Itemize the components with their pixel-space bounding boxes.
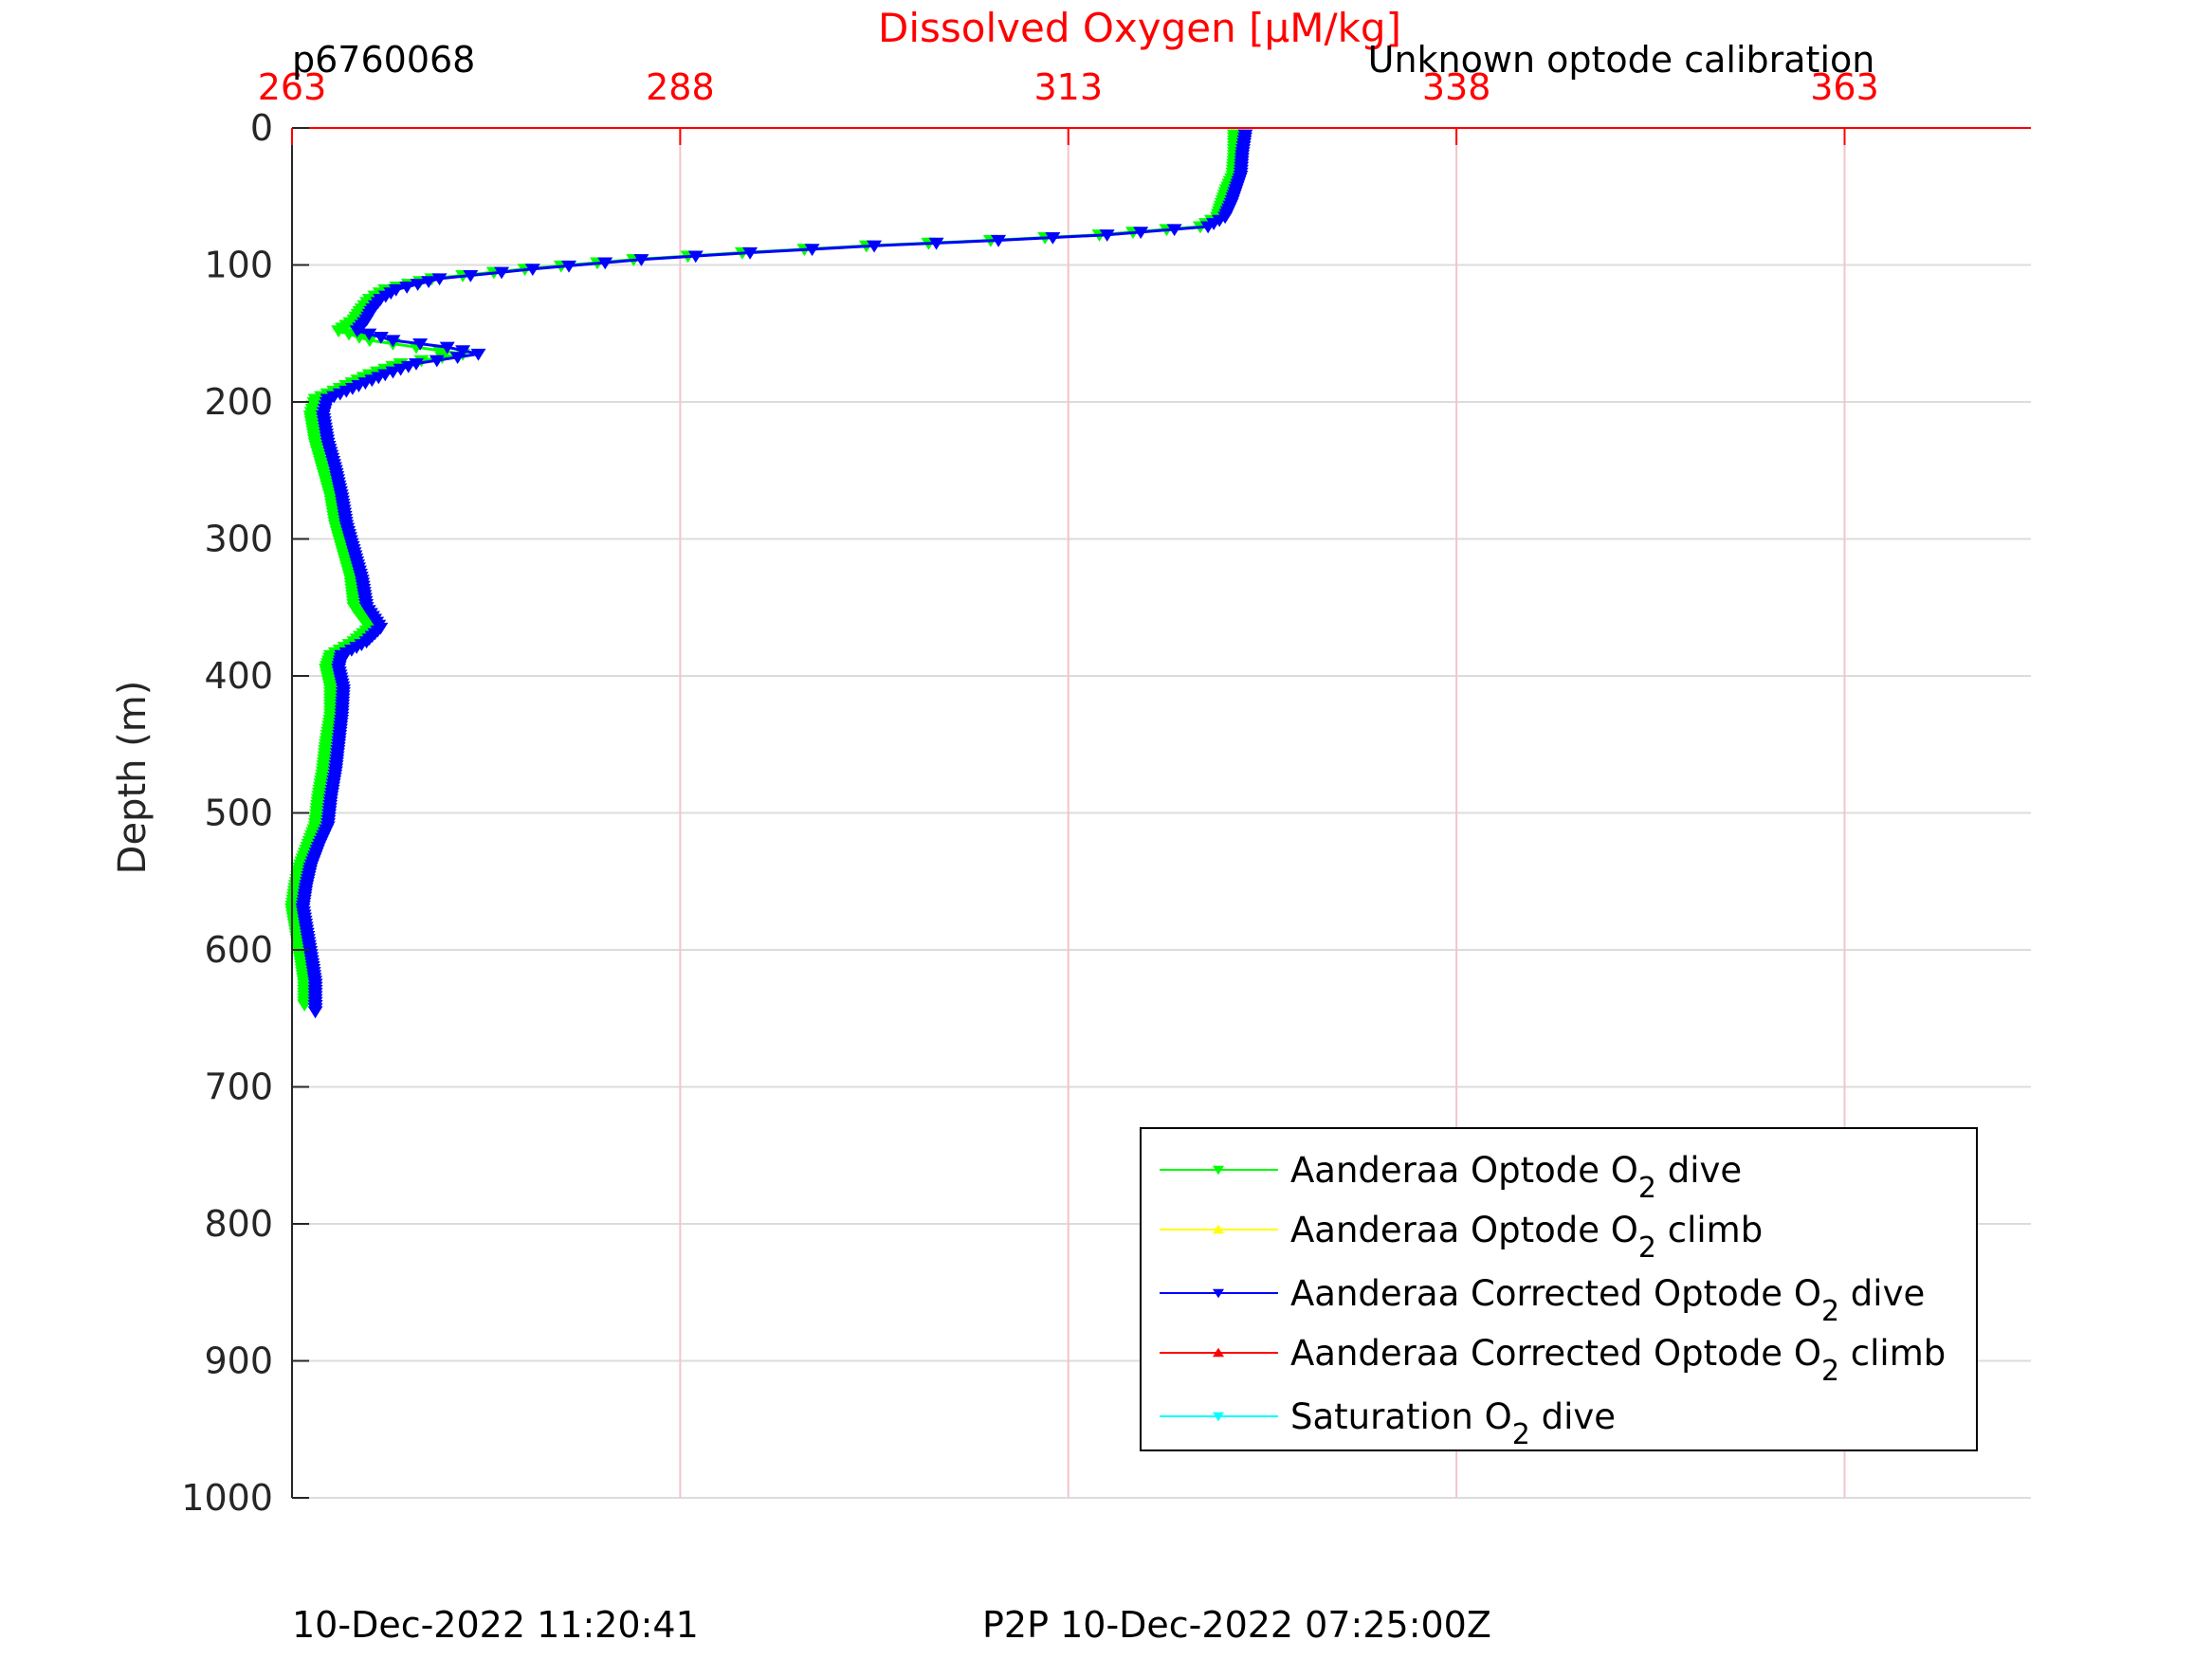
data-point	[349, 325, 365, 338]
data-point	[1045, 232, 1061, 245]
data-point	[867, 240, 883, 253]
legend-item: Aanderaa Optode O2 dive	[1160, 1150, 1742, 1205]
y-tick-label: 1000	[181, 1477, 273, 1519]
legend-marker	[1213, 1165, 1224, 1176]
data-point	[361, 328, 377, 341]
data-point	[1166, 224, 1182, 237]
y-tick-label: 600	[204, 929, 273, 971]
data-point	[331, 325, 347, 338]
y-tick-label: 0	[250, 107, 273, 149]
data-point	[804, 244, 820, 257]
y-tick-label: 400	[204, 655, 273, 697]
x-tick-label: 288	[646, 66, 715, 108]
footer-p2p-time: P2P 10-Dec-2022 07:25:00Z	[982, 1604, 1491, 1646]
y-tick-label: 200	[204, 381, 273, 423]
legend-label: Aanderaa Corrected Optode O2 dive	[1290, 1273, 1925, 1328]
series-0	[284, 129, 1242, 1012]
series-line	[302, 134, 1247, 1012]
data-point	[351, 332, 367, 344]
data-point	[687, 250, 704, 264]
legend-label: Aanderaa Optode O2 dive	[1290, 1150, 1742, 1205]
axes: 0 100 200 300 400 500 600 700 800 900 1000 263 288 31…	[181, 66, 2031, 1519]
data-point	[307, 1006, 323, 1019]
legend-marker	[1213, 1224, 1224, 1234]
data-point	[633, 254, 649, 266]
data-point	[385, 335, 401, 348]
x-tick-label: 363	[1810, 66, 1879, 108]
y-tick-label: 300	[204, 519, 273, 560]
data-point	[455, 345, 471, 358]
data-point	[991, 234, 1007, 247]
data-point	[561, 260, 577, 273]
data-point	[597, 257, 613, 270]
y-tick-label: 500	[204, 793, 273, 834]
data-point	[1200, 221, 1216, 234]
data-point	[361, 335, 377, 348]
legend-label: Aanderaa Optode O2 climb	[1290, 1210, 1763, 1265]
data-point	[449, 352, 466, 364]
profile-id-label: p6760068	[292, 39, 475, 81]
legend-marker	[1213, 1412, 1224, 1422]
data-point	[470, 348, 486, 361]
data-point	[412, 337, 429, 351]
y-tick-label: 900	[204, 1340, 273, 1382]
legend-label: Saturation O2 dive	[1290, 1396, 1616, 1451]
data-point	[524, 264, 540, 277]
data-point	[928, 237, 944, 250]
data-point	[429, 355, 445, 368]
data-point	[297, 999, 313, 1012]
data-point	[463, 269, 479, 283]
legend-marker	[1213, 1288, 1224, 1299]
legend-label: Aanderaa Corrected Optode O2 climb	[1290, 1333, 1946, 1388]
x-tick-label: 338	[1422, 66, 1491, 108]
legend-box	[1140, 1127, 1978, 1451]
data-point	[1099, 229, 1115, 242]
y-tick-label: 800	[204, 1203, 273, 1245]
series-plot	[284, 129, 1253, 1019]
data-point	[742, 246, 759, 260]
data-point	[431, 345, 448, 358]
y-axis-label: Depth (m)	[111, 681, 155, 875]
data-point	[341, 328, 357, 341]
calibration-label: Unknown optode calibration	[1368, 39, 1875, 81]
series-2	[295, 129, 1253, 1019]
y-tick-label: 100	[204, 245, 273, 286]
y-tick-label: 700	[204, 1066, 273, 1108]
data-point	[373, 332, 389, 344]
legend-item: Aanderaa Optode O2 climb	[1160, 1210, 1763, 1265]
legend-item: Aanderaa Corrected Optode O2 climb	[1160, 1333, 1946, 1388]
x-tick-label: 313	[1033, 66, 1103, 108]
data-point	[1133, 227, 1149, 240]
data-point	[494, 266, 510, 280]
x-tick-label: 263	[258, 66, 327, 108]
data-point	[439, 341, 455, 355]
legend-item: Saturation O2 dive	[1160, 1396, 1616, 1451]
legend-marker	[1213, 1347, 1224, 1358]
legend-item: Aanderaa Corrected Optode O2 dive	[1160, 1273, 1925, 1328]
chart-title: Dissolved Oxygen [μM/kg]	[878, 5, 1401, 51]
footer-timestamp: 10-Dec-2022 11:20:41	[292, 1604, 699, 1646]
